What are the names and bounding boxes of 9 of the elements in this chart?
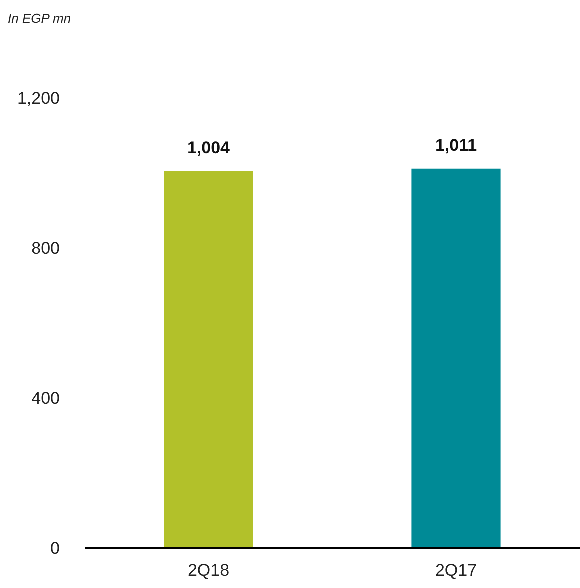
y-axis-title: In EGP mn <box>8 11 72 26</box>
x-tick-label: 2Q18 <box>188 561 230 580</box>
x-tick-label: 2Q17 <box>435 561 478 580</box>
data-label: 1,011 <box>435 136 478 155</box>
y-tick-label: 400 <box>32 388 60 408</box>
y-tick-label: 800 <box>32 238 60 258</box>
data-label: 1,004 <box>187 138 231 158</box>
y-tick-label: 0 <box>50 538 60 558</box>
y-tick-label: 1,200 <box>17 88 60 108</box>
